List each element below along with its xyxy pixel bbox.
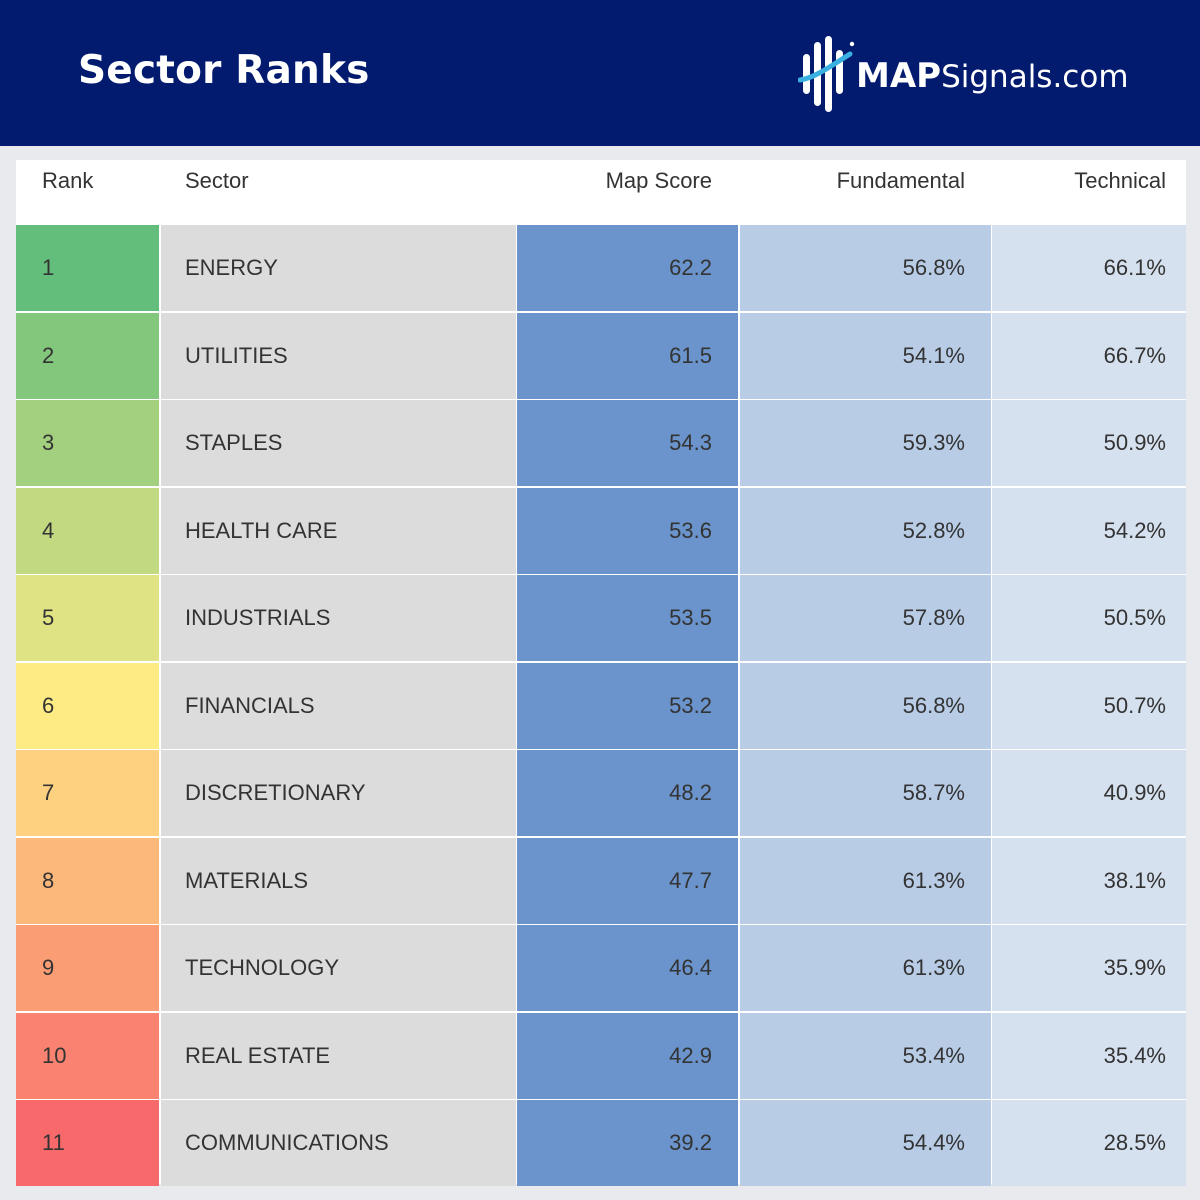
fundamental-cell: 57.8% bbox=[740, 575, 991, 661]
map-score-cell: 53.5 bbox=[517, 575, 738, 661]
sector-cell: INDUSTRIALS bbox=[161, 575, 516, 661]
fundamental-cell: 61.3% bbox=[740, 925, 991, 1011]
technical-cell: 66.7% bbox=[992, 312, 1186, 399]
sector-cell: STAPLES bbox=[161, 400, 516, 486]
map-score-cell: 39.2 bbox=[517, 1100, 738, 1186]
rank-cell: 2 bbox=[16, 312, 159, 399]
map-score-cell: 48.2 bbox=[517, 750, 738, 836]
table-row: 8 MATERIALS 47.7 61.3% 38.1% bbox=[16, 837, 1186, 924]
table-row: 5 INDUSTRIALS 53.5 57.8% 50.5% bbox=[16, 575, 1186, 661]
table-row: 7 DISCRETIONARY 48.2 58.7% 40.9% bbox=[16, 750, 1186, 836]
sector-cell: COMMUNICATIONS bbox=[161, 1100, 516, 1186]
map-score-cell: 53.2 bbox=[517, 662, 738, 749]
rank-cell: 11 bbox=[16, 1100, 159, 1186]
rank-cell: 8 bbox=[16, 837, 159, 924]
table-row: 4 HEALTH CARE 53.6 52.8% 54.2% bbox=[16, 487, 1186, 574]
col-header-fundamental: Fundamental bbox=[836, 168, 965, 193]
table-row: 2 UTILITIES 61.5 54.1% 66.7% bbox=[16, 312, 1186, 399]
fundamental-cell: 56.8% bbox=[740, 225, 991, 311]
rank-cell: 7 bbox=[16, 750, 159, 836]
sector-cell: FINANCIALS bbox=[161, 662, 516, 749]
sector-cell: REAL ESTATE bbox=[161, 1012, 516, 1099]
rank-cell: 9 bbox=[16, 925, 159, 1011]
technical-cell: 35.9% bbox=[992, 925, 1186, 1011]
rank-cell: 4 bbox=[16, 487, 159, 574]
map-score-cell: 46.4 bbox=[517, 925, 738, 1011]
fundamental-cell: 52.8% bbox=[740, 487, 991, 574]
fundamental-cell: 56.8% bbox=[740, 662, 991, 749]
logo-rest-text: Signals.com bbox=[941, 59, 1129, 95]
mapsignals-logo: MAPSignals.com bbox=[798, 36, 1138, 116]
table-row: 10 REAL ESTATE 42.9 53.4% 35.4% bbox=[16, 1012, 1186, 1099]
col-header-technical: Technical bbox=[1074, 168, 1166, 193]
map-score-cell: 42.9 bbox=[517, 1012, 738, 1099]
logo-wordmark: MAPSignals.com bbox=[856, 56, 1129, 96]
technical-cell: 40.9% bbox=[992, 750, 1186, 836]
rank-cell: 5 bbox=[16, 575, 159, 661]
rank-cell: 10 bbox=[16, 1012, 159, 1099]
technical-cell: 50.5% bbox=[992, 575, 1186, 661]
col-header-sector: Sector bbox=[185, 168, 249, 193]
sector-cell: HEALTH CARE bbox=[161, 487, 516, 574]
fundamental-cell: 54.1% bbox=[740, 312, 991, 399]
table-body: 1 ENERGY 62.2 56.8% 66.1% 2 UTILITIES 61.5 54.1%… bbox=[16, 225, 1186, 1188]
logo-mark-icon bbox=[798, 36, 855, 112]
map-score-cell: 47.7 bbox=[517, 837, 738, 924]
logo-bold-text: MAP bbox=[856, 56, 942, 96]
fundamental-cell: 53.4% bbox=[740, 1012, 991, 1099]
fundamental-cell: 54.4% bbox=[740, 1100, 991, 1186]
map-score-cell: 62.2 bbox=[517, 225, 738, 311]
table-row: 6 FINANCIALS 53.2 56.8% 50.7% bbox=[16, 662, 1186, 749]
fundamental-cell: 59.3% bbox=[740, 400, 991, 486]
technical-cell: 66.1% bbox=[992, 225, 1186, 311]
rank-cell: 6 bbox=[16, 662, 159, 749]
col-header-rank: Rank bbox=[42, 168, 94, 193]
technical-cell: 38.1% bbox=[992, 837, 1186, 924]
technical-cell: 50.7% bbox=[992, 662, 1186, 749]
map-score-cell: 53.6 bbox=[517, 487, 738, 574]
sector-cell: DISCRETIONARY bbox=[161, 750, 516, 836]
table-row: 3 STAPLES 54.3 59.3% 50.9% bbox=[16, 400, 1186, 486]
rank-cell: 3 bbox=[16, 400, 159, 486]
table-row: 9 TECHNOLOGY 46.4 61.3% 35.9% bbox=[16, 925, 1186, 1011]
technical-cell: 54.2% bbox=[992, 487, 1186, 574]
fundamental-cell: 61.3% bbox=[740, 837, 991, 924]
sector-table: Rank Sector Map Score Fundamental Techni… bbox=[16, 160, 1186, 1186]
header-bar: Sector Ranks MAPSignals.com bbox=[0, 0, 1200, 146]
map-score-cell: 61.5 bbox=[517, 312, 738, 399]
sector-cell: MATERIALS bbox=[161, 837, 516, 924]
map-score-cell: 54.3 bbox=[517, 400, 738, 486]
sector-cell: TECHNOLOGY bbox=[161, 925, 516, 1011]
rank-cell: 1 bbox=[16, 225, 159, 311]
page-title: Sector Ranks bbox=[78, 48, 370, 93]
sector-cell: ENERGY bbox=[161, 225, 516, 311]
technical-cell: 28.5% bbox=[992, 1100, 1186, 1186]
table-row: 1 ENERGY 62.2 56.8% 66.1% bbox=[16, 225, 1186, 311]
table-header: Rank Sector Map Score Fundamental Techni… bbox=[16, 160, 1186, 224]
technical-cell: 35.4% bbox=[992, 1012, 1186, 1099]
table-row: 11 COMMUNICATIONS 39.2 54.4% 28.5% bbox=[16, 1100, 1186, 1186]
technical-cell: 50.9% bbox=[992, 400, 1186, 486]
sector-cell: UTILITIES bbox=[161, 312, 516, 399]
col-header-map-score: Map Score bbox=[605, 168, 712, 193]
fundamental-cell: 58.7% bbox=[740, 750, 991, 836]
